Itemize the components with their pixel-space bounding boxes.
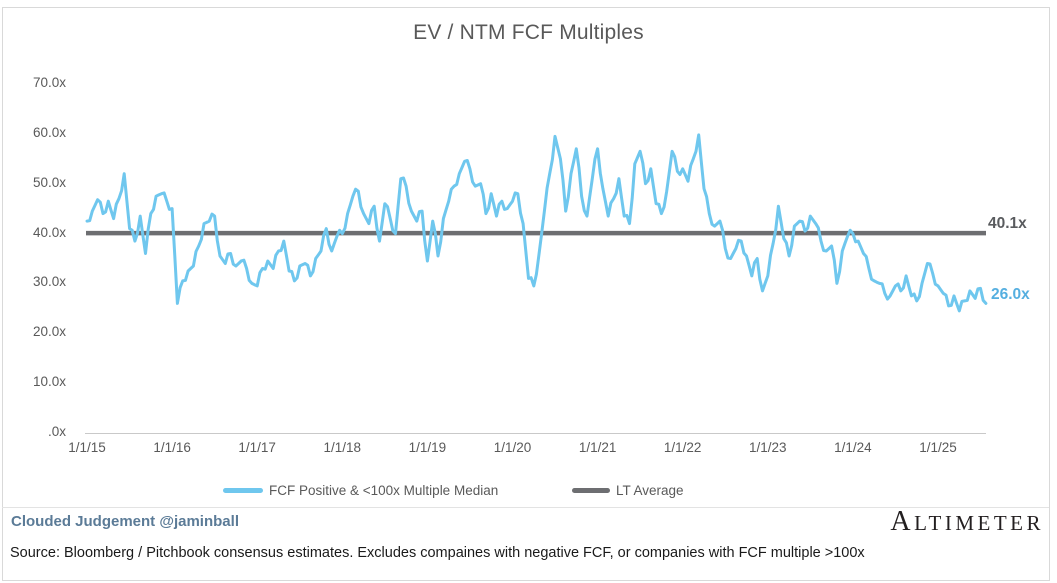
credit-text: Clouded Judgement @jaminball — [11, 513, 239, 530]
altimeter-logo-rest: LTIMETER — [914, 511, 1044, 535]
legend-label-median: FCF Positive & <100x Multiple Median — [269, 483, 499, 498]
x-tick-label: 1/1/18 — [323, 440, 362, 455]
x-tick-label: 1/1/25 — [919, 440, 957, 455]
altimeter-logo-first-letter: A — [890, 506, 915, 537]
x-tick-label: 1/1/16 — [153, 440, 191, 455]
x-tick-label: 1/1/22 — [663, 440, 702, 455]
x-tick-label: 1/1/15 — [68, 440, 106, 455]
altimeter-logo: ALTIMETER — [890, 508, 1044, 537]
legend-item-lt-average: LT Average — [572, 483, 684, 498]
y-tick-label: 30.0x — [32, 274, 66, 290]
source-text: Source: Bloomberg / Pitchbook consensus … — [10, 545, 865, 561]
y-tick-label: 70.0x — [32, 75, 66, 90]
x-tick-label: 1/1/19 — [408, 440, 447, 455]
current-value-label: 26.0x — [991, 286, 1030, 303]
x-tick-label: 1/1/23 — [749, 440, 787, 455]
chart-bottom-divider — [2, 507, 1049, 508]
chart-title: EV / NTM FCF Multiples — [413, 21, 644, 44]
legend-item-median: FCF Positive & <100x Multiple Median — [223, 483, 498, 498]
lt-average-value-label: 40.1x — [988, 215, 1027, 232]
median-line-swatch — [223, 488, 263, 493]
legend-label-lt-average: LT Average — [616, 483, 684, 498]
y-tick-label: 10.0x — [32, 374, 66, 390]
y-tick-label: 60.0x — [32, 124, 66, 140]
x-tick-label: 1/1/20 — [493, 440, 532, 455]
y-tick-label: 40.0x — [32, 224, 66, 240]
y-tick-label: .0x — [47, 424, 66, 439]
x-tick-label: 1/1/21 — [578, 440, 617, 455]
y-tick-label: 20.0x — [32, 324, 66, 340]
y-tick-label: 50.0x — [32, 174, 66, 190]
x-tick-label: 1/1/17 — [238, 440, 276, 455]
fcf-median-line — [85, 133, 988, 313]
lt-average-swatch — [572, 488, 610, 493]
x-tick-label: 1/1/24 — [834, 440, 872, 455]
